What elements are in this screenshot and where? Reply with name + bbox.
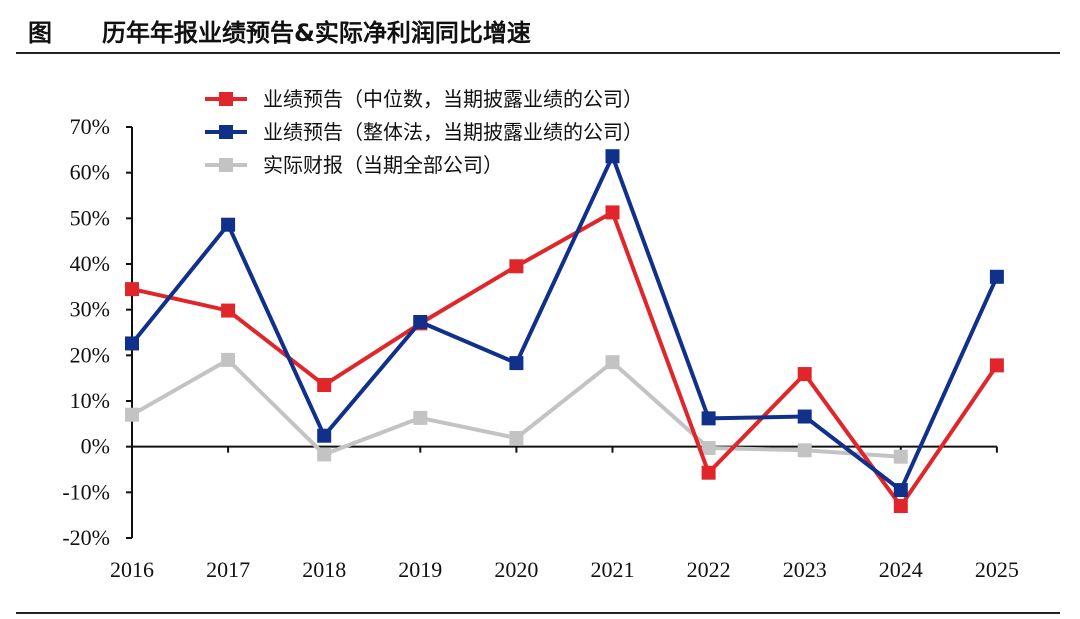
data-point-median-forecast [221, 303, 236, 318]
data-point-median-forecast [509, 259, 524, 274]
legend-swatch-marker [219, 158, 233, 172]
y-tick-label: 40% [70, 251, 110, 276]
legend-swatch-marker [219, 92, 233, 106]
data-point-actual-report [221, 352, 236, 367]
y-tick-label: 70% [70, 114, 110, 139]
x-tick-label: 2017 [206, 557, 250, 582]
data-point-aggregate-forecast [221, 217, 236, 232]
data-point-median-forecast [605, 205, 620, 220]
data-point-actual-report [605, 355, 620, 370]
data-point-aggregate-forecast [317, 428, 332, 443]
x-tick-label: 2023 [783, 557, 827, 582]
data-point-median-forecast [125, 282, 139, 297]
data-point-aggregate-forecast [413, 314, 428, 329]
y-tick-label: 0% [81, 434, 110, 459]
x-tick-label: 2019 [398, 557, 442, 582]
series-line-median-forecast [131, 210, 999, 508]
data-point-median-forecast [989, 358, 1004, 373]
y-tick-label: 30% [70, 297, 110, 322]
data-point-aggregate-forecast [605, 149, 620, 164]
data-point-actual-report [893, 449, 908, 464]
legend-label: 实际财报（当期全部公司） [263, 153, 503, 177]
data-point-actual-report [317, 447, 332, 462]
data-point-aggregate-forecast [509, 356, 524, 371]
legend-label: 业绩预告（整体法，当期披露业绩的公司） [263, 120, 643, 144]
data-point-aggregate-forecast [797, 409, 812, 424]
y-tick-label: 20% [70, 342, 110, 367]
data-point-actual-report [413, 410, 428, 425]
y-tick-label: 10% [70, 388, 110, 413]
figure-title: 历年年报业绩预告&实际净利润同比增速 [102, 18, 531, 47]
data-point-aggregate-forecast [125, 336, 139, 351]
data-point-aggregate-forecast [893, 483, 908, 498]
data-point-aggregate-forecast [701, 411, 716, 426]
figure-header: 图 历年年报业绩预告&实际净利润同比增速 [28, 10, 531, 50]
x-tick-label: 2021 [591, 557, 635, 582]
x-tick-label: 2020 [494, 557, 538, 582]
x-tick-label: 2025 [975, 557, 1019, 582]
figure-label: 图 [28, 18, 52, 47]
series-line-aggregate-forecast [130, 154, 999, 493]
legend-swatch-marker [219, 125, 233, 139]
x-tick-label: 2024 [879, 557, 923, 582]
data-point-actual-report [125, 407, 139, 422]
x-tick-label: 2018 [302, 557, 346, 582]
top-rule [16, 52, 1060, 54]
y-tick-label: 60% [70, 160, 110, 185]
data-point-actual-report [509, 430, 524, 445]
y-tick-label: -20% [62, 525, 110, 550]
legend-label: 业绩预告（中位数，当期披露业绩的公司） [263, 87, 643, 111]
x-tick-label: 2016 [110, 557, 154, 582]
data-point-median-forecast [701, 465, 716, 480]
y-tick-label: -10% [62, 479, 110, 504]
y-tick-label: 50% [70, 205, 110, 230]
data-point-aggregate-forecast [989, 269, 1004, 284]
data-point-median-forecast [797, 367, 812, 382]
data-point-actual-report [701, 441, 716, 456]
data-point-actual-report [797, 443, 812, 458]
data-point-median-forecast [317, 378, 332, 393]
bottom-rule [16, 612, 1060, 614]
data-point-median-forecast [893, 499, 908, 514]
x-tick-label: 2022 [687, 557, 731, 582]
